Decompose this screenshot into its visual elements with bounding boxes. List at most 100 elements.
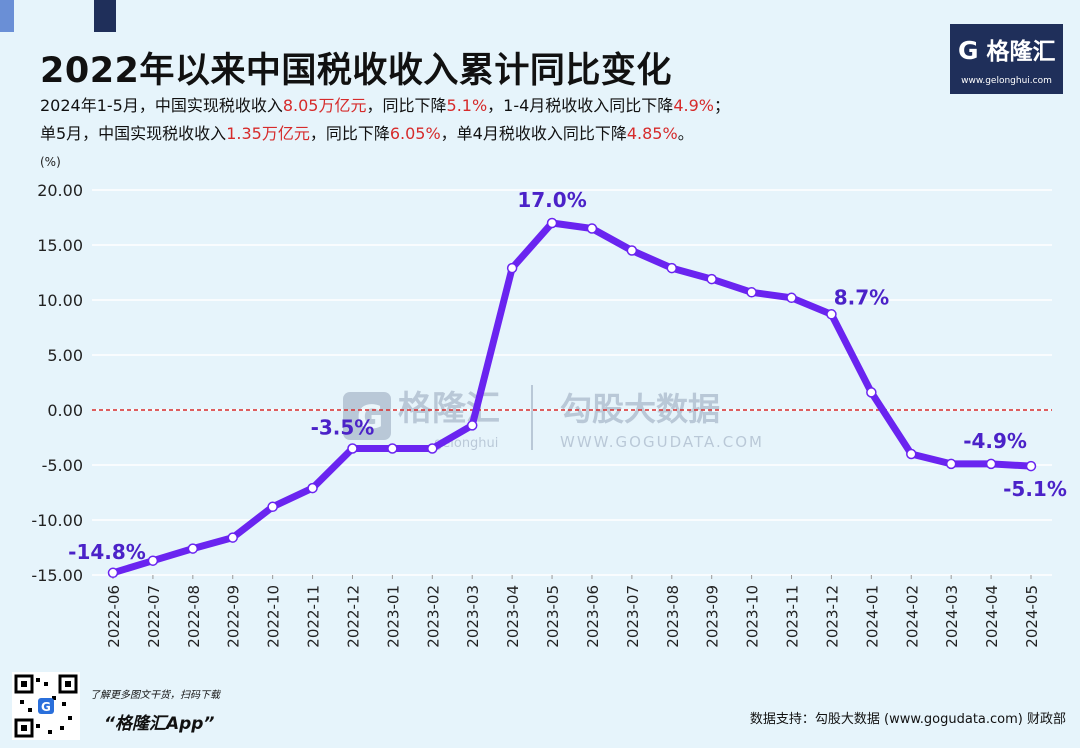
logo-url: www.gelonghui.com bbox=[961, 76, 1052, 86]
y-tick-label: 15.00 bbox=[37, 236, 83, 255]
x-tick-label: 2022-12 bbox=[344, 585, 362, 648]
x-tick-label: 2022-10 bbox=[265, 585, 283, 648]
data-point bbox=[506, 262, 518, 274]
data-point bbox=[187, 543, 199, 554]
watermark-right-sub: WWW.GOGUDATA.COM bbox=[560, 433, 764, 451]
data-point bbox=[147, 555, 159, 566]
subtitle-text: ，单4月税收收入同比下降 bbox=[440, 124, 627, 143]
footer-tagline: 了解更多图文干货，扫码下载 bbox=[90, 690, 220, 701]
svg-text:G: G bbox=[41, 700, 51, 714]
qr-pattern: G bbox=[14, 674, 78, 738]
y-tick-label: -15.00 bbox=[31, 566, 83, 585]
data-point bbox=[586, 223, 598, 234]
corner-accent-left bbox=[0, 0, 14, 32]
data-point bbox=[985, 458, 997, 470]
data-point bbox=[347, 443, 358, 454]
logo-text: G 格隆汇 bbox=[958, 32, 1056, 66]
x-tick-label: 2024-05 bbox=[1023, 585, 1041, 648]
logo-g-icon: G bbox=[958, 36, 979, 65]
y-tick-label: 0.00 bbox=[47, 401, 83, 420]
x-tick-label: 2023-02 bbox=[424, 585, 442, 648]
grid bbox=[92, 189, 1052, 576]
x-tick-label: 2023-03 bbox=[464, 585, 482, 648]
data-label: -4.9% bbox=[963, 429, 1027, 453]
x-tick-label: 2023-10 bbox=[744, 585, 762, 648]
x-tick-label: 2023-08 bbox=[664, 585, 682, 648]
data-point bbox=[107, 567, 119, 579]
data-points bbox=[107, 217, 1037, 579]
x-tick-label: 2023-09 bbox=[704, 585, 722, 648]
y-tick-label: 10.00 bbox=[37, 291, 83, 310]
series-line bbox=[109, 219, 1035, 577]
subtitle-line-1: 2024年1-5月，中国实现税收收入8.05万亿元，同比下降5.1%，1-4月税… bbox=[40, 92, 730, 116]
x-tick-label: 2022-11 bbox=[305, 585, 323, 648]
gelonghui-logo: G 格隆汇 www.gelonghui.com bbox=[950, 24, 1063, 94]
footer-app-name: “格隆汇App” bbox=[104, 714, 215, 734]
y-tick-label: -5.00 bbox=[42, 456, 83, 475]
y-tick-label: -10.00 bbox=[31, 511, 83, 530]
data-point bbox=[706, 273, 717, 285]
data-annotations: -14.8% -3.5% 17.0% 8.7% -4.9% -5.1% bbox=[68, 188, 1067, 564]
data-label: 8.7% bbox=[834, 285, 889, 309]
subtitle-highlight: 5.1% bbox=[446, 96, 488, 115]
data-point bbox=[746, 287, 757, 298]
data-point bbox=[826, 309, 837, 320]
data-point bbox=[866, 387, 877, 398]
data-point bbox=[387, 443, 398, 454]
x-axis: 2022-06 2022-07 2022-08 2022-09 2022-10 2022-… bbox=[105, 575, 1041, 648]
subtitle-highlight: 4.85% bbox=[626, 124, 678, 143]
subtitle-text: 。 bbox=[677, 124, 694, 143]
x-tick-label: 2022-07 bbox=[145, 585, 163, 648]
watermark-right: 勾股大数据 bbox=[560, 390, 720, 428]
footer-source: 数据支持：勾股大数据 (www.gogudata.com) 财政部 bbox=[749, 712, 1066, 727]
subtitle-highlight: 1.35万亿元 bbox=[226, 124, 310, 143]
x-tick-label: 2024-04 bbox=[983, 585, 1001, 648]
x-tick-label: 2022-09 bbox=[225, 585, 243, 648]
x-tick-label: 2023-07 bbox=[624, 585, 642, 648]
data-point bbox=[427, 443, 438, 454]
subtitle-text: ，同比下降 bbox=[366, 96, 447, 115]
watermark-logo-icon bbox=[343, 392, 391, 440]
data-point bbox=[786, 292, 797, 304]
watermark-left: 格隆汇 bbox=[398, 389, 500, 429]
subtitle-line-2: 单5月，中国实现税收收入1.35万亿元，同比下降6.05%，单4月税收收入同比下… bbox=[40, 120, 694, 144]
y-axis-label: (%) bbox=[40, 155, 61, 169]
data-label: -3.5% bbox=[311, 416, 375, 440]
data-point bbox=[546, 217, 558, 229]
x-tick-label: 2023-06 bbox=[584, 585, 602, 648]
x-tick-label: 2023-05 bbox=[544, 585, 562, 648]
data-label: 17.0% bbox=[517, 188, 586, 212]
data-point bbox=[906, 448, 917, 460]
subtitle-text: 单5月，中国实现税收收入 bbox=[40, 124, 227, 143]
y-tick-label: 20.00 bbox=[37, 181, 83, 200]
x-tick-label: 2023-04 bbox=[504, 585, 522, 648]
subtitle-text: ，同比下降 bbox=[309, 124, 390, 143]
watermark: G 格隆汇 gelonghui 勾股大数据 WWW.GOGUDATA.COM bbox=[343, 385, 764, 451]
data-point bbox=[666, 262, 678, 274]
x-tick-label: 2024-01 bbox=[863, 585, 881, 648]
x-tick-label: 2023-12 bbox=[823, 585, 841, 648]
data-label: -14.8% bbox=[68, 540, 146, 564]
page-title: 2022年以来中国税收收入累计同比变化 bbox=[40, 51, 672, 91]
data-point bbox=[227, 532, 238, 543]
data-point bbox=[626, 245, 638, 256]
x-tick-label: 2022-08 bbox=[185, 585, 203, 648]
subtitle-highlight: 8.05万亿元 bbox=[282, 96, 367, 115]
data-point bbox=[1025, 460, 1037, 472]
y-axis: (%) 20.00 15.00 10.00 5.00 0.00 -5.00 -10.00 -15… bbox=[31, 155, 83, 585]
x-tick-label: 2023-11 bbox=[784, 585, 802, 648]
x-tick-label: 2024-02 bbox=[903, 585, 921, 648]
data-point bbox=[307, 482, 318, 494]
data-label: -5.1% bbox=[1003, 477, 1067, 501]
data-point bbox=[945, 458, 957, 470]
logo-name: 格隆汇 bbox=[986, 39, 1056, 65]
subtitle-highlight: 6.05% bbox=[389, 124, 441, 143]
x-tick-label: 2024-03 bbox=[943, 585, 961, 648]
subtitle-text: ； bbox=[713, 96, 730, 115]
qr-code: G bbox=[12, 672, 80, 740]
subtitle-text: 2024年1-5月，中国实现税收收入 bbox=[40, 96, 283, 115]
data-point bbox=[267, 501, 278, 513]
x-tick-label: 2022-06 bbox=[105, 585, 123, 648]
corner-accent-right bbox=[94, 0, 116, 32]
